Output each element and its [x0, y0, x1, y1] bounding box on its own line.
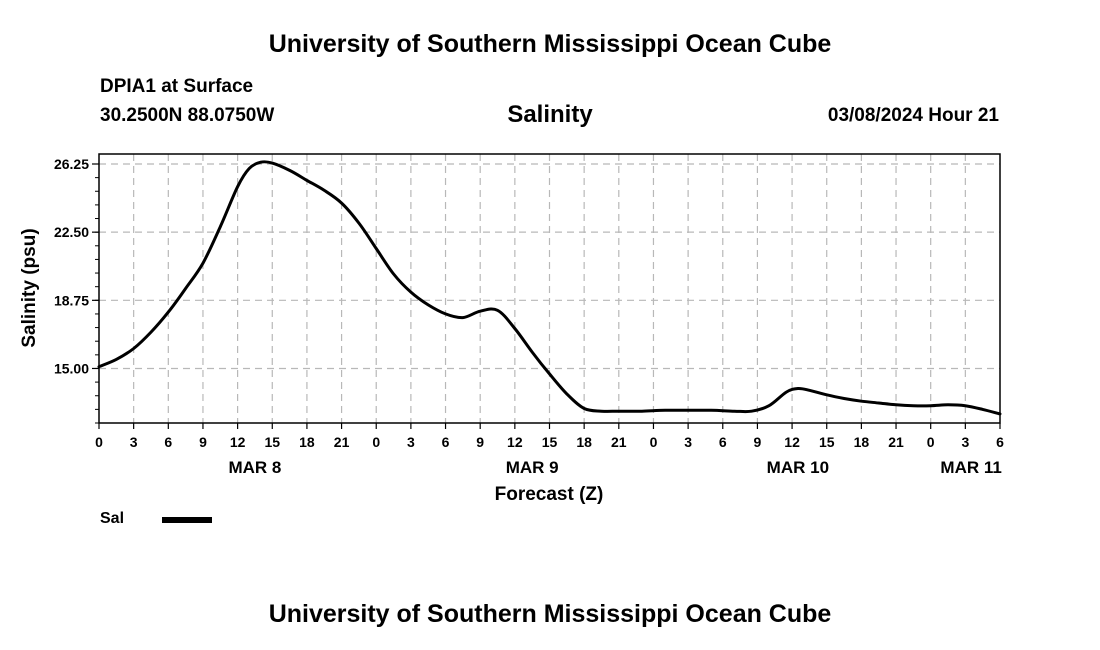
x-tick-label: 18: [576, 434, 592, 450]
x-tick-label: 3: [130, 434, 138, 450]
x-tick-label: 0: [650, 434, 658, 450]
x-tick-label: 9: [199, 434, 207, 450]
station-label: DPIA1 at Surface: [100, 76, 254, 97]
date-label: MAR 9: [506, 458, 559, 477]
x-tick-label: 0: [95, 434, 103, 450]
x-axis-title: Forecast (Z): [495, 484, 604, 505]
x-tick-label: 21: [611, 434, 627, 450]
x-tick-label: 15: [542, 434, 558, 450]
date-label: MAR 8: [228, 458, 281, 477]
x-tick-label: 15: [264, 434, 280, 450]
x-tick-label: 12: [507, 434, 523, 450]
x-tick-label: 21: [888, 434, 904, 450]
x-axis: 0 3 6 9 12 15 18 21 0 3 6 9 12 15 18 21 0 3 6 9 12 15 18 21 0 3 6: [95, 423, 1004, 450]
forecast-datetime: 03/08/2024 Hour 21: [827, 105, 999, 126]
x-tick-label: 12: [784, 434, 800, 450]
x-tick-label: 15: [819, 434, 835, 450]
y-axis: 15.00 18.75 22.50 26.25: [54, 156, 99, 376]
x-tick-label: 0: [372, 434, 380, 450]
x-tick-label: 3: [407, 434, 415, 450]
x-tick-label: 6: [719, 434, 727, 450]
x-tick-label: 0: [927, 434, 935, 450]
salinity-series-line: [97, 160, 1002, 416]
coordinates-label: 30.2500N 88.0750W: [100, 105, 275, 126]
y-tick-label: 15.00: [54, 360, 89, 376]
grid-lines: [99, 154, 1000, 423]
x-tick-label: 6: [996, 434, 1004, 450]
footer-title: University of Southern Mississippi Ocean…: [268, 600, 832, 628]
x-tick-label: 3: [684, 434, 692, 450]
date-label: MAR 11: [940, 458, 1001, 477]
x-tick-label: 3: [961, 434, 969, 450]
x-tick-label: 6: [442, 434, 450, 450]
legend-label: Sal: [100, 510, 125, 527]
x-tick-label: 9: [476, 434, 484, 450]
x-tick-label: 6: [164, 434, 172, 450]
x-tick-label: 21: [334, 434, 350, 450]
x-tick-label: 18: [854, 434, 870, 450]
y-tick-label: 26.25: [54, 156, 89, 172]
y-axis-title: Salinity (psu): [19, 228, 40, 347]
date-label: MAR 10: [767, 458, 829, 477]
legend-swatch: [162, 517, 212, 523]
x-tick-label: 12: [230, 434, 246, 450]
chart-title: Salinity: [507, 101, 593, 128]
y-tick-label: 18.75: [54, 292, 89, 308]
y-tick-label: 22.50: [54, 224, 89, 240]
x-tick-label: 18: [299, 434, 315, 450]
date-labels: MAR 8 MAR 9 MAR 10 MAR 11: [228, 458, 1001, 477]
x-tick-label: 9: [754, 434, 762, 450]
main-title: University of Southern Mississippi Ocean…: [268, 30, 832, 58]
